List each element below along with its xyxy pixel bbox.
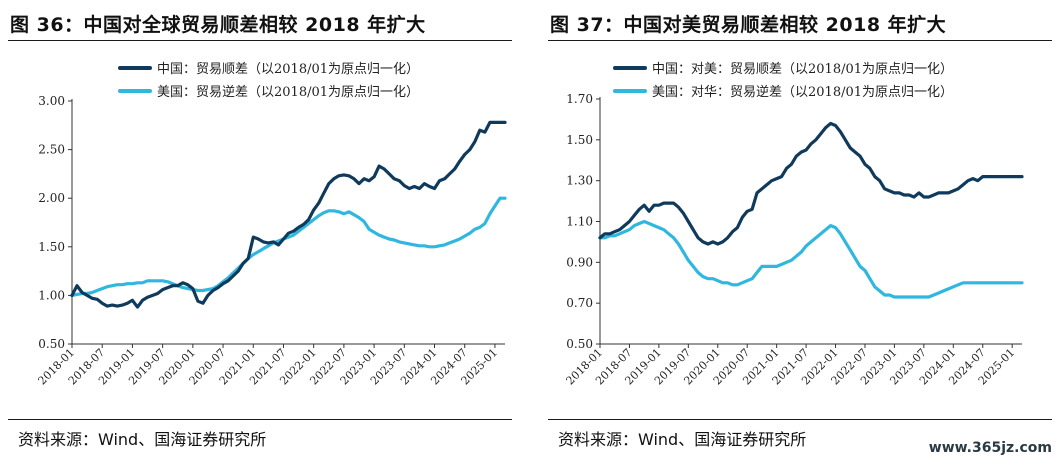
source-rule: [548, 419, 1052, 420]
line-chart-36: 中国：贸易顺差（以2018/01为原点归一化） 美国：贸易逆差（以2018/01为…: [36, 62, 507, 387]
y-tick-label: 1.10: [566, 215, 593, 229]
y-tick-label: 2.00: [38, 191, 65, 205]
y-tick-label: 3.00: [38, 94, 65, 108]
y-tick-label: 0.50: [566, 337, 593, 351]
series-line: [598, 121, 1024, 246]
series-line: [70, 196, 507, 297]
watermark-text: www.365jz.com: [928, 440, 1052, 456]
line-chart-37: 中国：对美：贸易顺差（以2018/01为原点归一化） 美国：对华：贸易逆差（以20…: [564, 62, 1024, 387]
y-tick-label: 2.50: [38, 143, 65, 157]
series-line: [598, 219, 1024, 299]
source-note: 资料来源：Wind、国海证券研究所: [18, 430, 267, 449]
y-tick-label: 0.70: [566, 296, 593, 310]
y-tick-label: 1.70: [566, 92, 593, 106]
chart-panel-37: 图 37：中国对美贸易顺差相较 2018 年扩大 中国：对美：贸易顺差（以201…: [540, 0, 1060, 465]
legend-label: 美国：对华：贸易逆差（以2018/01为原点归一化）: [652, 84, 953, 100]
y-tick-label: 1.50: [38, 240, 65, 254]
y-tick-label: 0.90: [566, 255, 593, 269]
chart-title: 图 37：中国对美贸易顺差相较 2018 年扩大: [550, 14, 947, 36]
source-note: 资料来源：Wind、国海证券研究所: [558, 430, 807, 449]
y-tick-label: 1.00: [38, 288, 65, 302]
series-line: [70, 120, 507, 309]
y-tick-label: 1.50: [566, 133, 593, 147]
legend-label: 中国：对美：贸易顺差（以2018/01为原点归一化）: [652, 62, 953, 77]
title-rule: [548, 40, 1052, 41]
source-rule: [8, 419, 512, 420]
y-tick-label: 1.30: [566, 174, 593, 188]
chart-title: 图 36：中国对全球贸易顺差相较 2018 年扩大: [10, 14, 426, 36]
legend-label: 中国：贸易顺差（以2018/01为原点归一化）: [157, 62, 419, 77]
y-tick-label: 0.50: [38, 337, 65, 351]
chart-panel-36: 图 36：中国对全球贸易顺差相较 2018 年扩大 中国：贸易顺差（以2018/…: [0, 0, 520, 465]
title-rule: [8, 40, 512, 41]
legend-label: 美国：贸易逆差（以2018/01为原点归一化）: [157, 84, 419, 100]
